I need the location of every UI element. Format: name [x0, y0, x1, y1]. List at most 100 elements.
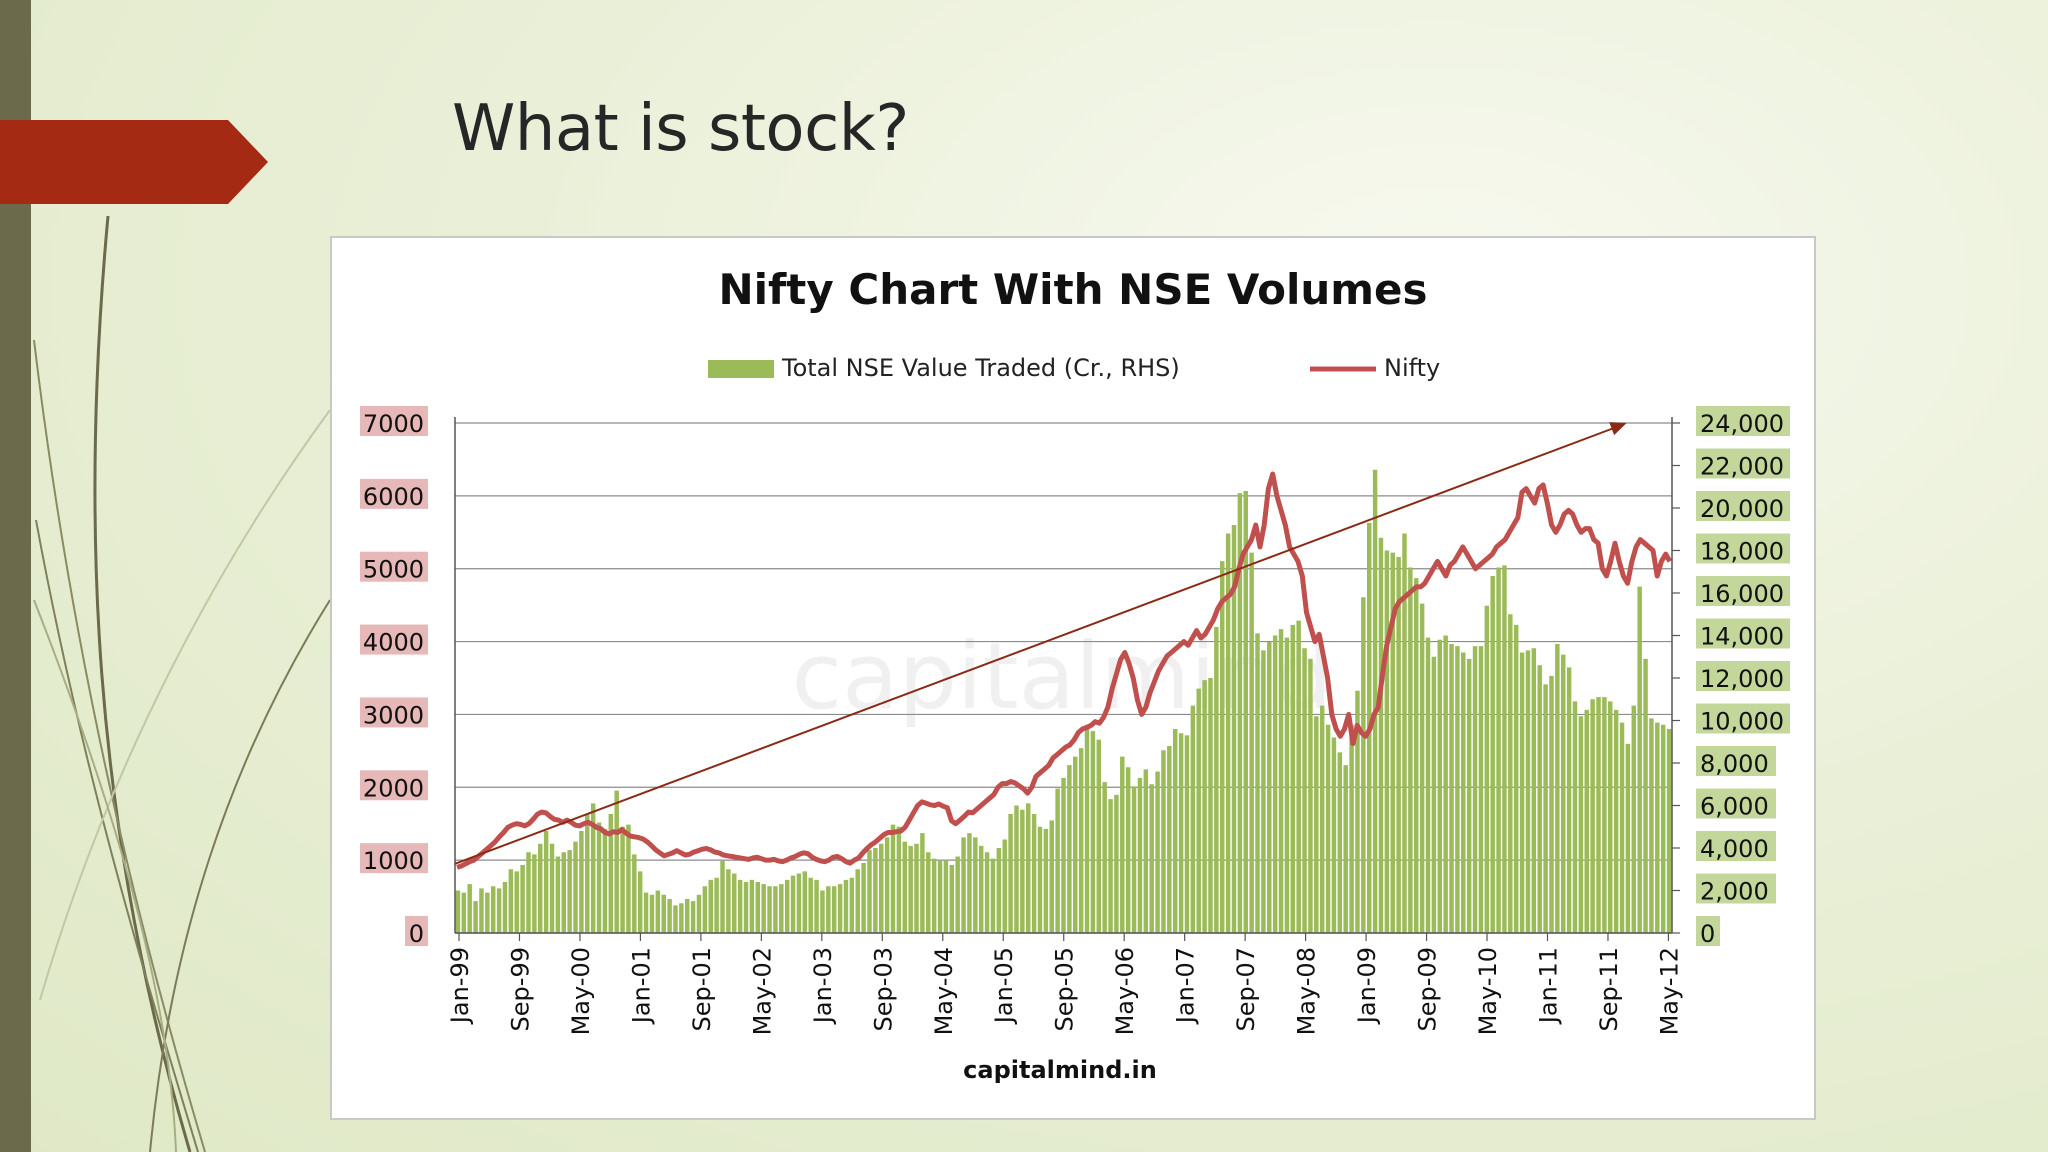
y-right-label-bg — [1696, 661, 1790, 691]
volume-bar — [573, 841, 578, 933]
volume-bar — [884, 837, 890, 933]
volume-bar — [1455, 646, 1460, 933]
y-left-label-bg — [360, 770, 428, 801]
y-right-label-bg — [1696, 618, 1790, 649]
volume-bar — [914, 843, 919, 933]
chart-watermark: capitalmind — [792, 623, 1333, 730]
y-right-label-bg — [1696, 831, 1776, 861]
volume-bar — [1355, 690, 1360, 933]
decorative-curve — [35, 519, 199, 1152]
y-right-tick-label: 22,000 — [1700, 453, 1784, 481]
volume-bar — [1184, 735, 1190, 933]
volume-bar — [1137, 777, 1143, 933]
volume-bar — [626, 824, 631, 933]
volume-bar — [1302, 648, 1307, 933]
volume-bar — [1431, 656, 1437, 933]
volume-bar — [1484, 605, 1490, 933]
volume-bar — [1372, 469, 1378, 933]
volume-bar — [1437, 639, 1443, 933]
volume-bar — [1543, 684, 1548, 933]
volume-bar — [779, 884, 784, 933]
volume-bar — [1231, 525, 1237, 933]
volume-bar — [1178, 733, 1184, 933]
volume-bar — [538, 843, 543, 933]
decorative-curve — [93, 215, 192, 1152]
volume-bar — [1043, 828, 1049, 933]
x-tick-label: May-12 — [1655, 947, 1683, 1035]
y-right-label-bg — [1696, 406, 1790, 436]
volume-bar — [461, 892, 467, 933]
x-tick-label: Sep-09 — [1414, 947, 1442, 1031]
volume-bar — [1402, 533, 1407, 933]
volume-bar — [890, 824, 896, 933]
volume-bar — [1020, 809, 1025, 933]
volume-bar — [1061, 777, 1066, 933]
volume-bar — [649, 894, 655, 933]
x-tick-label: Jan-01 — [627, 947, 655, 1025]
y-right-tick-label: 0 — [1700, 920, 1715, 948]
y-right-tick-label: 12,000 — [1700, 665, 1784, 693]
y-left-tick-label: 6000 — [363, 483, 424, 511]
volume-bar — [855, 869, 860, 933]
y-right-tick-label: 20,000 — [1700, 495, 1784, 523]
volume-bar — [1296, 620, 1301, 933]
volume-bar — [1325, 724, 1331, 933]
volume-bar — [679, 903, 684, 933]
volume-bar — [1519, 652, 1525, 933]
y-right-tick-label: 18,000 — [1700, 538, 1784, 566]
volume-bar — [1349, 724, 1354, 933]
volume-bar — [1225, 533, 1231, 933]
y-right-label-bg — [1696, 916, 1720, 946]
volume-bar — [749, 879, 755, 933]
decorative-curve — [33, 599, 177, 1152]
volume-bar — [567, 850, 572, 933]
chart-source-label: capitalmind.in — [963, 1056, 1157, 1084]
volume-bar — [1131, 786, 1137, 933]
volume-bar — [1243, 491, 1248, 933]
volume-bar — [1078, 748, 1084, 933]
volume-bar — [1214, 627, 1219, 933]
volume-bar — [1461, 652, 1466, 933]
volume-bar — [1408, 567, 1413, 933]
volume-bar — [643, 892, 649, 933]
volume-bar — [902, 841, 907, 933]
volume-bar — [1255, 633, 1260, 933]
volume-bar — [1114, 794, 1119, 933]
volume-bar — [579, 831, 584, 933]
volume-bar — [867, 850, 872, 933]
volume-bar — [1602, 697, 1607, 933]
volume-bar — [937, 860, 943, 933]
volume-bar — [1472, 646, 1478, 933]
y-right-label-bg — [1696, 491, 1790, 521]
volume-bar — [720, 860, 725, 933]
volume-bar — [1149, 784, 1154, 933]
volume-bar — [1502, 565, 1507, 933]
volume-bar — [1037, 826, 1043, 933]
volume-bar — [520, 865, 525, 933]
volume-bar — [1572, 701, 1578, 933]
volume-bar — [1172, 729, 1178, 933]
volume-bar — [926, 852, 931, 933]
volume-bar — [949, 865, 955, 933]
volume-bar — [990, 858, 996, 933]
volume-bar — [1161, 750, 1166, 933]
x-tick-label: Sep-07 — [1232, 947, 1260, 1031]
volume-bar — [1425, 637, 1431, 933]
volume-bar — [1073, 756, 1078, 933]
x-tick-label: May-02 — [748, 947, 776, 1035]
volume-bar — [614, 790, 619, 933]
volume-bar — [1055, 788, 1060, 933]
volume-bar — [1478, 646, 1484, 933]
volume-bar — [1608, 701, 1613, 933]
volume-bar — [1643, 658, 1648, 933]
volume-bar — [1561, 654, 1566, 933]
x-tick-label: Jan-07 — [1172, 947, 1200, 1025]
volume-bar — [1619, 722, 1625, 933]
y-right-label-bg — [1696, 788, 1776, 819]
volume-bar — [808, 877, 813, 933]
volume-bar — [1025, 803, 1031, 933]
volume-bar — [1196, 688, 1201, 933]
volume-bar — [1443, 635, 1448, 933]
y-right-tick-label: 10,000 — [1700, 708, 1784, 736]
